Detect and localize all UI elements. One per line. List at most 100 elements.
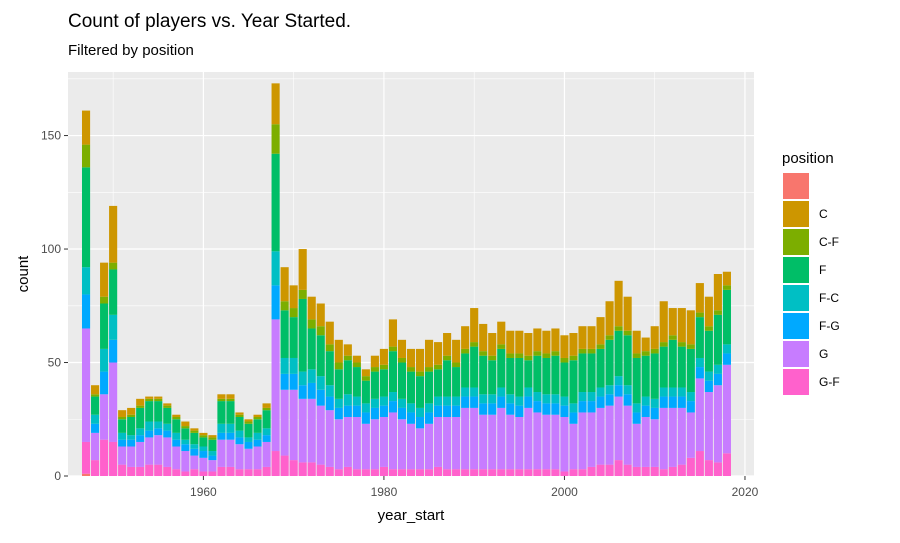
bar-segment <box>424 339 434 368</box>
bar-segment <box>352 396 361 406</box>
bar-segment <box>704 296 713 327</box>
bar-segment <box>172 469 181 476</box>
bar-segment <box>298 371 307 386</box>
bar-segment <box>533 351 542 356</box>
bar-segment <box>533 328 542 352</box>
bar-segment <box>235 437 244 445</box>
bar-segment <box>587 392 596 402</box>
bar-segment <box>470 342 479 347</box>
legend-label: G <box>819 347 828 361</box>
bar-segment <box>343 416 352 467</box>
legend-key <box>783 313 809 339</box>
bar-segment <box>235 469 244 476</box>
bar-segment <box>686 457 695 476</box>
bar-segment <box>614 396 623 461</box>
bar-segment <box>596 348 605 388</box>
bar-segment <box>506 357 515 395</box>
bar-segment <box>614 326 623 331</box>
bar-segment <box>325 466 334 476</box>
bar-segment <box>190 428 199 431</box>
bar-segment <box>632 466 641 476</box>
bar-segment <box>235 416 244 431</box>
bar-segment <box>397 362 407 399</box>
bar-segment <box>397 419 407 470</box>
bar-segment <box>695 317 704 358</box>
bar-segment <box>334 419 343 470</box>
bar-segment <box>713 373 722 386</box>
bar-segment <box>190 469 199 476</box>
bar-segment <box>271 251 280 286</box>
bar-segment <box>118 446 127 465</box>
bar-segment <box>560 362 569 397</box>
bar-segment <box>443 396 452 406</box>
bar-segment <box>497 396 506 408</box>
bar-segment <box>217 401 226 424</box>
bar-segment <box>127 439 136 447</box>
bar-segment <box>695 378 704 452</box>
bar-segment <box>722 289 731 345</box>
bar-segment <box>379 396 388 406</box>
bar-segment <box>623 405 632 465</box>
bar-segment <box>199 435 208 438</box>
bar-segment <box>163 405 172 408</box>
bar-segment <box>659 346 668 388</box>
bar-segment <box>244 469 253 476</box>
bar-segment <box>154 398 163 402</box>
bar-segment <box>397 339 407 358</box>
bar-segment <box>713 462 722 476</box>
bar-segment <box>641 416 650 467</box>
bar-segment <box>100 394 109 440</box>
bar-segment <box>307 369 316 383</box>
chart-title: Count of players vs. Year Started. <box>68 11 351 32</box>
bar-segment <box>506 414 515 470</box>
bar-segment <box>443 360 452 397</box>
bar-segment <box>298 462 307 476</box>
bar-segment <box>253 416 262 420</box>
bar-segment <box>145 398 154 402</box>
bar-segment <box>443 416 452 470</box>
legend: position C C-F F F-C F-G G G-F <box>782 150 840 395</box>
bar-segment <box>262 403 271 408</box>
bar-segment <box>163 437 172 467</box>
bar-segment <box>488 414 497 470</box>
bar-segment <box>145 401 154 422</box>
bar-segment <box>253 414 262 417</box>
bar-segment <box>280 310 289 358</box>
bar-segment <box>533 392 542 402</box>
bar-segment <box>722 364 731 454</box>
bar-segment <box>91 432 100 461</box>
bar-segment <box>533 355 542 393</box>
bar-segment <box>370 367 379 372</box>
bar-segment <box>325 321 334 345</box>
bar-segment <box>271 83 280 125</box>
bar-segment <box>334 362 343 370</box>
bar-segment <box>659 407 668 470</box>
bar-segment <box>506 330 515 354</box>
bar-segment <box>686 310 695 345</box>
bar-segment <box>217 439 226 467</box>
bar-segment <box>406 367 416 372</box>
bar-segment <box>208 455 217 461</box>
bar-segment <box>641 466 650 476</box>
bar-segment <box>91 460 100 476</box>
bar-segment <box>497 407 506 470</box>
bar-segment <box>470 396 479 408</box>
bar-segment <box>397 357 407 363</box>
bar-segment <box>524 333 533 356</box>
bar-segment <box>163 430 172 438</box>
bar-segment <box>542 414 551 470</box>
bar-segment <box>361 369 370 377</box>
bar-segment <box>343 344 352 356</box>
bar-segment <box>434 466 443 476</box>
bar-segment <box>370 355 379 368</box>
bar-segment <box>190 444 199 449</box>
bar-segment <box>81 328 91 442</box>
bar-segment <box>298 249 307 290</box>
bar-segment <box>542 353 551 358</box>
bar-segment <box>497 348 506 388</box>
bar-segment <box>605 301 614 336</box>
bar-segment <box>262 441 271 467</box>
bar-segment <box>127 435 136 440</box>
bar-segment <box>488 403 497 415</box>
bar-segment <box>109 362 118 442</box>
